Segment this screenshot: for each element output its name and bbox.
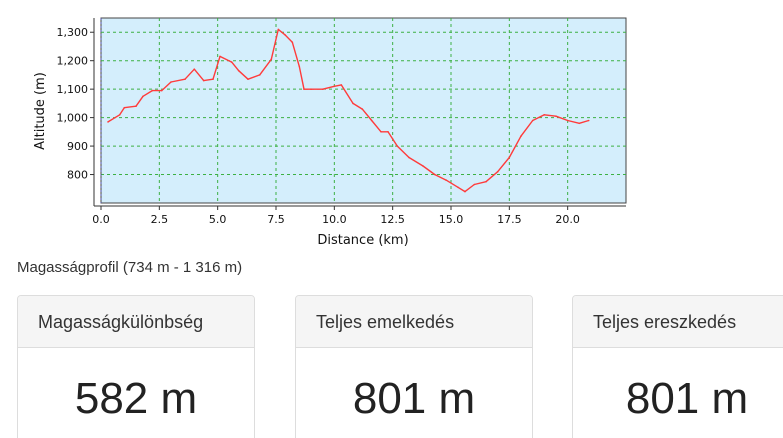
- elevation-point: [566, 119, 569, 122]
- elevation-profile-caption: Magasságprofil (734 m - 1 316 m): [17, 259, 243, 276]
- x-tick-label: 12.5: [380, 213, 405, 226]
- stat-label-elevation-difference: Magasságkülönbség: [18, 296, 254, 348]
- y-tick-label: 1,200: [57, 55, 89, 68]
- x-tick-label: 17.5: [497, 213, 522, 226]
- grid-lines: [101, 18, 626, 203]
- elevation-chart: 0.0 2.5 5.0 7.5 10.0 12.5 15.0 17.5 20.0 800 900 1,…: [33, 17, 627, 248]
- elevation-point: [230, 61, 233, 63]
- elevation-point: [237, 69, 240, 72]
- x-tick-label: 0.0: [92, 213, 110, 226]
- stat-label-total-descent: Teljes ereszkedés: [573, 296, 783, 348]
- elevation-point: [457, 186, 459, 189]
- elevation-point: [464, 190, 466, 193]
- elevation-point: [310, 88, 312, 90]
- elevation-point: [520, 135, 522, 137]
- elevation-point: [387, 131, 389, 133]
- elevation-point: [303, 88, 305, 90]
- elevation-point: [270, 58, 273, 61]
- stat-value-elevation-difference: 582 m: [74, 374, 198, 423]
- elevation-point: [587, 119, 590, 122]
- elevation-point: [496, 170, 499, 173]
- elevation-point: [123, 106, 126, 109]
- stat-label-total-ascent: Teljes emelkedés: [296, 296, 532, 348]
- elevation-point: [333, 85, 336, 88]
- elevation-point: [531, 119, 534, 122]
- elevation-point: [184, 78, 186, 80]
- stat-card-total-ascent: Teljes emelkedés 801 m: [295, 295, 533, 438]
- stat-value-total-descent: 801 m: [625, 374, 749, 423]
- x-tick-label: 7.5: [267, 213, 285, 226]
- elevation-point: [170, 81, 172, 83]
- elevation-point: [321, 88, 324, 90]
- elevation-point: [445, 179, 448, 181]
- elevation-point: [396, 145, 399, 147]
- elevation-point: [578, 122, 581, 125]
- elevation-point: [370, 119, 373, 122]
- x-axis-title: Distance (km): [317, 233, 408, 248]
- elevation-point: [473, 183, 476, 186]
- elevation-point: [543, 114, 546, 116]
- elevation-points: [107, 28, 590, 193]
- elevation-point: [151, 89, 154, 92]
- elevation-point: [408, 156, 410, 159]
- elevation-point: [380, 131, 382, 133]
- elevation-point: [352, 102, 354, 105]
- elevation-point: [361, 108, 364, 110]
- x-tick-label: 2.5: [151, 213, 169, 226]
- elevation-point: [193, 68, 196, 70]
- elevation-point: [485, 180, 487, 183]
- elevation-point: [160, 89, 163, 92]
- elevation-point: [422, 165, 424, 167]
- elevation-point: [291, 41, 294, 43]
- elevation-point: [277, 28, 280, 31]
- elevation-point: [142, 95, 144, 98]
- x-tick-label: 20.0: [555, 213, 580, 226]
- elevation-point: [135, 105, 137, 107]
- elevation-point: [219, 55, 221, 58]
- y-tick-label: 900: [67, 140, 88, 153]
- elevation-point: [247, 78, 249, 80]
- elevation-point: [258, 74, 261, 76]
- elevation-point: [107, 121, 109, 123]
- y-axis-title: Altitude (m): [33, 72, 48, 150]
- elevation-point: [555, 115, 557, 117]
- elevation-point: [298, 65, 301, 68]
- elevation-point: [118, 114, 121, 116]
- axis-ticks: 0.0 2.5 5.0 7.5 10.0 12.5 15.0 17.5 20.0 800 900 1,…: [57, 26, 580, 226]
- elevation-point: [202, 79, 205, 82]
- y-tick-label: 800: [67, 169, 88, 182]
- x-tick-label: 5.0: [209, 213, 227, 226]
- y-tick-label: 1,000: [57, 112, 89, 125]
- elevation-point: [508, 156, 511, 159]
- x-tick-label: 10.0: [322, 213, 347, 226]
- x-tick-label: 15.0: [439, 213, 464, 226]
- y-tick-label: 1,100: [57, 83, 89, 96]
- elevation-point: [284, 34, 287, 36]
- stat-card-total-descent: Teljes ereszkedés 801 m: [572, 295, 783, 438]
- stat-card-elevation-difference: Magasságkülönbség 582 m: [17, 295, 255, 438]
- elevation-point: [212, 78, 214, 80]
- stat-value-total-ascent: 801 m: [352, 374, 476, 423]
- y-tick-label: 1,300: [57, 26, 89, 39]
- elevation-point: [340, 84, 343, 86]
- elevation-series-line: [107, 28, 589, 193]
- elevation-point: [433, 173, 436, 176]
